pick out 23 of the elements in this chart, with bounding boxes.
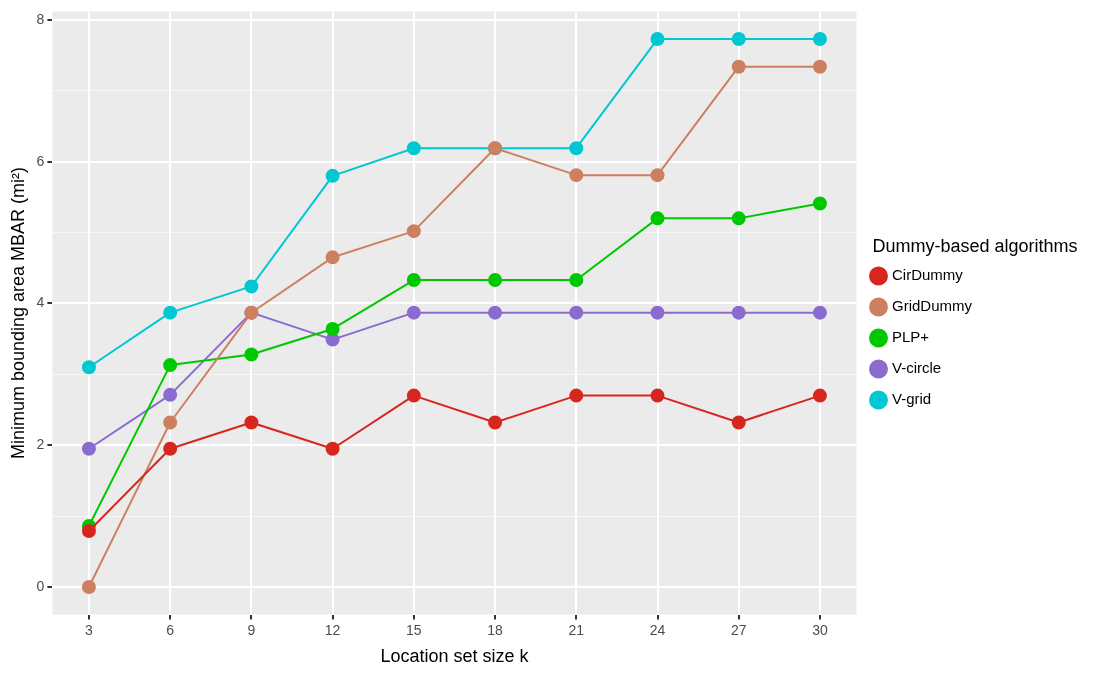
x-tick-label: 12 xyxy=(324,621,341,638)
x-tick-label: 27 xyxy=(730,621,747,638)
x-tick-label: 3 xyxy=(85,621,94,638)
legend-title: Dummy-based algorithms xyxy=(872,236,1078,257)
x-tick-label: 18 xyxy=(487,621,504,638)
legend-label: GridDummy xyxy=(892,297,973,315)
legend-label: V-grid xyxy=(892,390,932,408)
legend-label: V-circle xyxy=(892,359,942,377)
legend-label: PLP+ xyxy=(892,328,930,346)
x-tick-label: 30 xyxy=(812,621,828,638)
x-tick-label: 15 xyxy=(406,621,422,638)
legend-label: CirDummy xyxy=(892,266,964,284)
y-tick-label: 4 xyxy=(36,294,45,311)
y-tick-label: 2 xyxy=(36,436,45,453)
x-tick-label: 24 xyxy=(649,621,666,638)
y-axis-title: Minimum bounding area MBAR (mi²) xyxy=(7,166,28,460)
x-axis-title: Location set size k xyxy=(380,646,530,667)
y-tick-label: 6 xyxy=(36,152,45,169)
y-tick-label: 0 xyxy=(36,577,45,594)
x-tick-label: 21 xyxy=(568,621,585,638)
x-tick-label: 6 xyxy=(166,621,175,638)
y-tick-label: 8 xyxy=(36,10,45,27)
x-tick-label: 9 xyxy=(247,621,256,638)
